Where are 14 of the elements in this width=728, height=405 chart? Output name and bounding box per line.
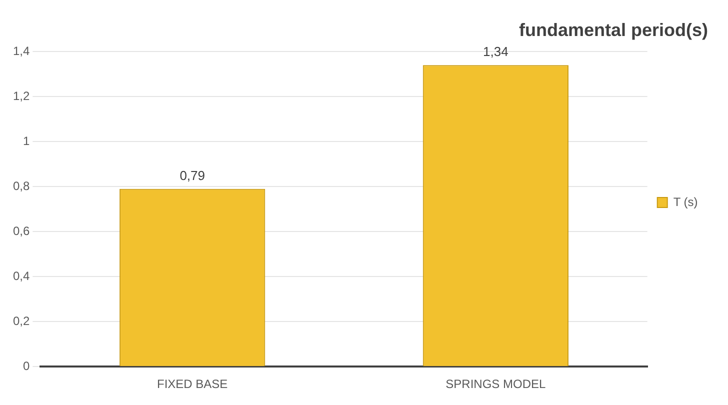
chart-title: fundamental period(s) [518,20,708,40]
x-tick-label: FIXED BASE [157,377,228,392]
y-tick-label: 1 [22,134,30,148]
y-tick-label: 0,4 [12,268,30,283]
y-tick-label: 0,8 [12,178,30,193]
data-label: 0,79 [180,168,206,183]
x-tick-label: SPRINGS MODEL [446,377,546,392]
data-label: 1,34 [483,44,508,60]
y-tick-label: 0,6 [12,224,30,238]
legend-label: T (s) [673,194,698,209]
y-tick-label: 0 [22,358,30,373]
y-tick-label: 1,4 [12,44,30,58]
y-tick-label: 1,2 [12,88,30,103]
y-tick-label: 0,2 [12,314,30,328]
